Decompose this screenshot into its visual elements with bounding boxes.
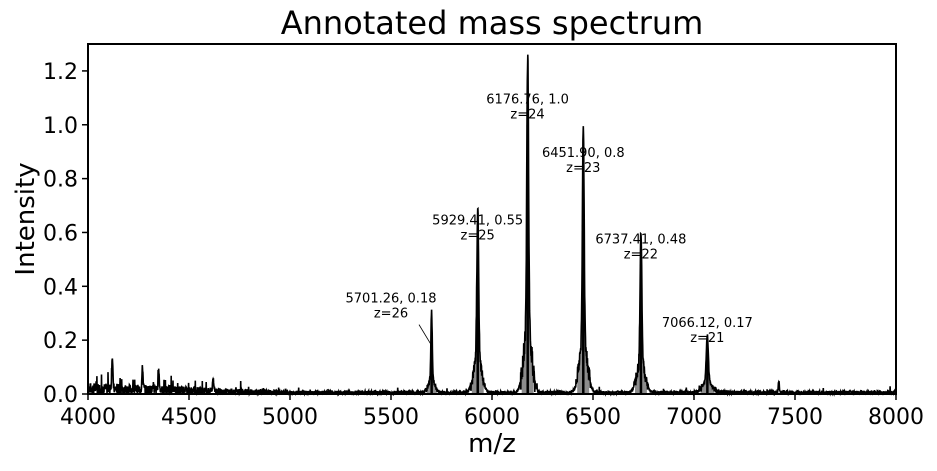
peak-annotation-label: 5701.26, 0.18 bbox=[346, 292, 437, 307]
peak-annotation-label: 6176.76, 1.0 bbox=[486, 92, 569, 107]
x-tick-label: 6500 bbox=[565, 405, 621, 430]
x-tick-label: 5500 bbox=[363, 405, 419, 430]
peak-annotation-label: 6451.90, 0.8 bbox=[542, 146, 625, 161]
y-tick-label: 0.8 bbox=[43, 168, 78, 193]
peak-charge-label: z=26 bbox=[374, 307, 408, 322]
x-tick-label: 8000 bbox=[868, 405, 924, 430]
x-tick-label: 6000 bbox=[464, 405, 520, 430]
peak-charge-label: z=23 bbox=[566, 161, 600, 176]
peak-annotation-label: 6737.41, 0.48 bbox=[595, 232, 686, 247]
x-tick-label: 7500 bbox=[767, 405, 823, 430]
peak-charge-label: z=22 bbox=[624, 247, 658, 262]
y-tick-label: 1.2 bbox=[43, 60, 78, 85]
peak-annotation-label: 7066.12, 0.17 bbox=[662, 316, 753, 331]
x-tick-label: 7000 bbox=[666, 405, 722, 430]
y-tick-label: 1.0 bbox=[43, 114, 78, 139]
peak-charge-label: z=21 bbox=[690, 331, 724, 346]
y-tick-label: 0.6 bbox=[43, 221, 78, 246]
peak-annotation-label: 5929.41, 0.55 bbox=[432, 214, 523, 229]
annotation-leader-line bbox=[418, 324, 432, 346]
x-tick-label: 4000 bbox=[60, 405, 116, 430]
peak-charge-label: z=24 bbox=[510, 107, 544, 122]
x-tick-label: 4500 bbox=[161, 405, 217, 430]
y-axis-label: Intensity bbox=[11, 162, 41, 275]
chart-title: Annotated mass spectrum bbox=[280, 4, 704, 42]
y-tick-label: 0.0 bbox=[43, 383, 78, 408]
y-tick-label: 0.4 bbox=[43, 275, 78, 300]
y-tick-label: 0.2 bbox=[43, 329, 78, 354]
peak-charge-label: z=25 bbox=[461, 229, 495, 244]
x-tick-label: 5000 bbox=[262, 405, 318, 430]
x-axis-label: m/z bbox=[468, 429, 516, 459]
